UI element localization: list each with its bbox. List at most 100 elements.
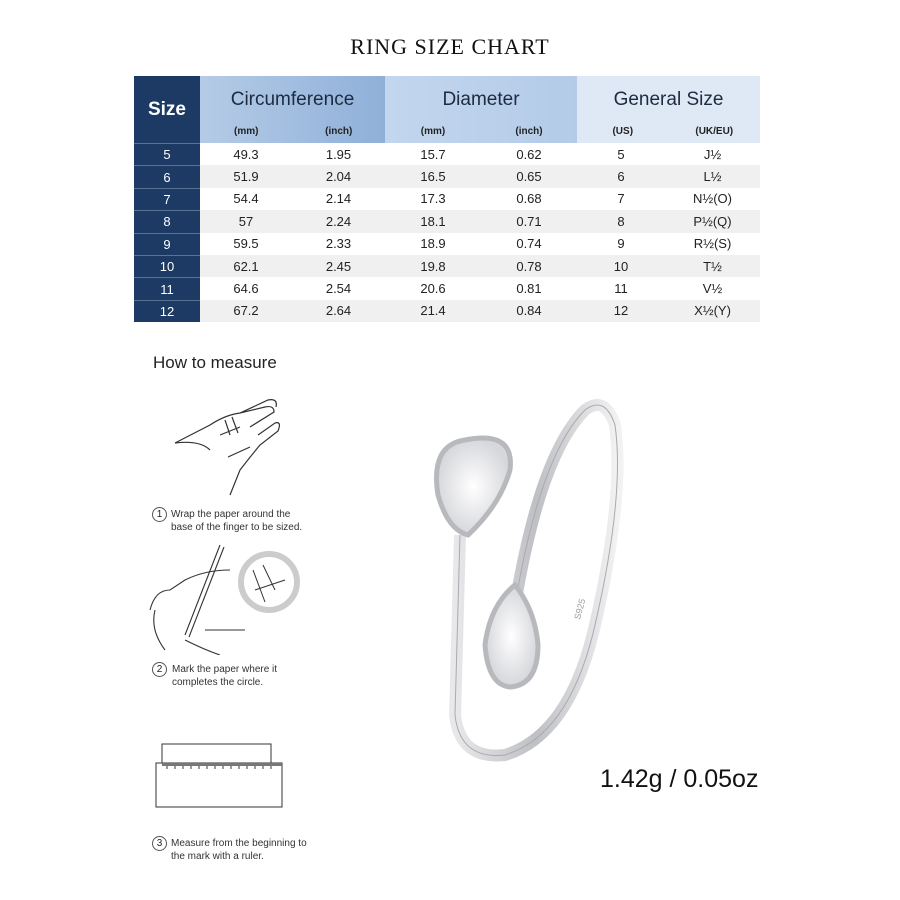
table-cell: 5 <box>617 146 625 162</box>
table-cell: 1.95 <box>325 146 352 162</box>
group-label: General Size <box>613 89 724 110</box>
size-cell: 6 <box>134 165 200 188</box>
table-cell: L½ <box>703 169 722 185</box>
group-label: Diameter <box>442 89 520 110</box>
group-label: Circumference <box>230 89 355 110</box>
unit-label: (US) <box>612 126 634 137</box>
how-to-heading: How to measure <box>153 353 277 372</box>
table-body: 5 49.3 1.95 15.7 0.62 5 J½ 6 51.9 2.04 16.5 0.65 6 L½… <box>134 143 760 323</box>
step-line: completes the circle. <box>172 677 264 688</box>
table-row: 7 54.4 2.14 17.3 0.68 7 N½(O) <box>134 187 760 211</box>
size-cell: 8 <box>134 210 200 233</box>
size-cell: 5 <box>134 143 200 166</box>
unit-label: (UK/EU) <box>695 126 734 137</box>
step-line: Measure from the beginning to <box>171 838 307 849</box>
table-row: 9 59.5 2.33 18.9 0.74 9 R½(S) <box>134 232 760 255</box>
step-3-text: Measure from the beginning to the mark w… <box>171 837 307 863</box>
step-line: base of the finger to be sized. <box>171 522 303 533</box>
table-cell: V½ <box>702 281 723 297</box>
ruler-illustration <box>155 743 283 808</box>
table-cell: 49.3 <box>233 146 259 162</box>
table-header: Size Circumference (mm) (inch) Diameter (… <box>134 76 760 143</box>
table-cell: 6 <box>617 169 625 185</box>
size-table: Size Circumference (mm) (inch) Diameter (… <box>134 76 760 323</box>
table-cell: R½(S) <box>693 236 732 252</box>
table-cell: 0.62 <box>516 146 542 162</box>
step-line: Wrap the paper around the <box>171 509 291 520</box>
table-row: 8 57 2.24 18.1 0.71 8 P½(Q) <box>134 210 760 233</box>
ring-product-image: S925 <box>434 399 624 762</box>
table-cell: 16.5 <box>420 169 446 185</box>
table-cell: 0.81 <box>516 281 542 297</box>
table-cell: 2.33 <box>325 236 352 252</box>
table-cell: 2.24 <box>325 213 352 229</box>
table-cell: 2.64 <box>325 303 352 319</box>
size-cell: 11 <box>134 277 200 300</box>
table-cell: 15.7 <box>420 146 446 162</box>
table-cell: 18.1 <box>420 213 446 229</box>
table-cell: 20.6 <box>420 281 446 297</box>
weight-label: 1.42g / 0.05oz <box>600 765 759 793</box>
table-cell: T½ <box>703 258 722 274</box>
general-size-header: General Size (US) (UK/EU) <box>577 76 760 143</box>
table-cell: 0.68 <box>516 191 542 207</box>
step-number: 3 <box>152 836 167 851</box>
table-cell: 67.2 <box>233 303 259 319</box>
unit-label: (inch) <box>515 126 543 137</box>
table-cell: 9 <box>617 236 625 252</box>
table-cell: 21.4 <box>420 303 446 319</box>
table-cell: 0.84 <box>516 303 542 319</box>
table-cell: 57 <box>238 213 254 229</box>
step-1-text: Wrap the paper around the base of the fi… <box>171 508 302 534</box>
table-cell: 59.5 <box>233 236 259 252</box>
table-cell: 2.54 <box>325 281 352 297</box>
table-cell: 0.71 <box>516 213 542 229</box>
table-cell: P½(Q) <box>693 213 732 229</box>
table-cell: 2.04 <box>325 169 352 185</box>
unit-label: (inch) <box>325 126 353 137</box>
table-cell: 11 <box>614 281 628 297</box>
mark-paper-illustration <box>149 544 300 655</box>
table-cell: 2.14 <box>325 191 352 207</box>
table-cell: 7 <box>617 191 625 207</box>
table-cell: 54.4 <box>233 191 259 207</box>
circumference-header: Circumference (mm) (inch) <box>200 76 385 143</box>
size-cell: 12 <box>134 299 200 323</box>
table-row: 5 49.3 1.95 15.7 0.62 5 J½ <box>134 143 760 166</box>
table-cell: 17.3 <box>420 191 446 207</box>
table-cell: 64.6 <box>233 281 259 297</box>
table-cell: J½ <box>703 146 722 162</box>
table-row: 6 51.9 2.04 16.5 0.65 6 L½ <box>134 165 760 188</box>
table-row: 10 62.1 2.45 19.8 0.78 10 T½ <box>134 254 760 278</box>
table-cell: 0.78 <box>516 258 542 274</box>
ring-stamp: S925 <box>572 598 587 621</box>
chart-title: RING SIZE CHART <box>350 34 550 59</box>
table-cell: 2.45 <box>325 258 352 274</box>
table-row: 12 67.2 2.64 21.4 0.84 12 X½(Y) <box>134 299 760 323</box>
table-cell: 19.8 <box>420 258 446 274</box>
hand-wrap-illustration <box>174 399 281 496</box>
table-cell: N½(O) <box>693 191 732 207</box>
step-number: 1 <box>152 507 167 522</box>
table-cell: 0.65 <box>516 169 542 185</box>
table-cell: 12 <box>613 303 629 319</box>
table-cell: 10 <box>613 258 629 274</box>
table-cell: 18.9 <box>420 236 446 252</box>
table-cell: 62.1 <box>233 258 259 274</box>
step-2-text: Mark the paper where it completes the ci… <box>172 663 277 689</box>
step-number: 2 <box>152 662 167 677</box>
step-line: the mark with a ruler. <box>171 851 264 862</box>
table-row: 11 64.6 2.54 20.6 0.81 11 V½ <box>134 277 760 300</box>
size-cell: 9 <box>134 232 200 255</box>
table-cell: 0.74 <box>516 236 542 252</box>
diameter-header: Diameter (mm) (inch) <box>385 76 577 143</box>
table-cell: 51.9 <box>233 169 259 185</box>
unit-label: (mm) <box>234 126 259 137</box>
size-cell: 10 <box>134 254 200 278</box>
table-cell: X½(Y) <box>694 303 731 319</box>
table-cell: 8 <box>617 213 625 229</box>
size-header: Size <box>134 76 200 143</box>
step-line: Mark the paper where it <box>172 664 278 675</box>
unit-label: (mm) <box>420 126 446 137</box>
